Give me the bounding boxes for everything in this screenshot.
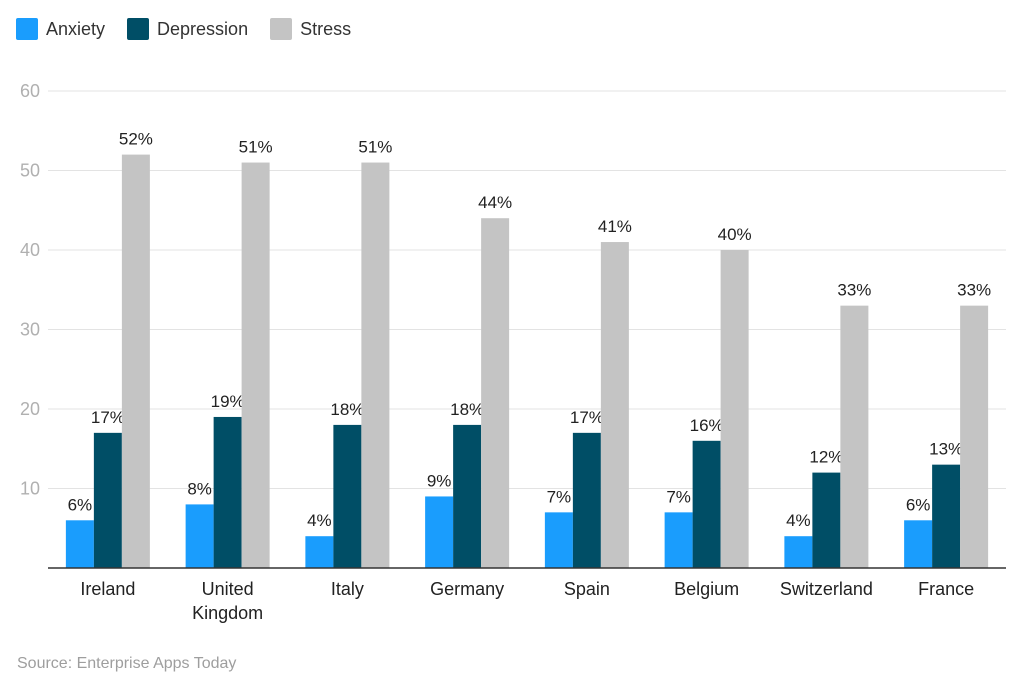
bar-stress xyxy=(960,305,989,568)
data-label: 7% xyxy=(666,487,691,506)
data-label: 40% xyxy=(718,225,752,244)
x-tick-label: Belgium xyxy=(674,579,739,599)
bar-anxiety xyxy=(904,520,933,568)
bar-stress xyxy=(121,154,150,568)
data-label: 12% xyxy=(809,448,843,467)
legend-swatch xyxy=(270,18,293,40)
data-label: 51% xyxy=(239,138,273,157)
legend-swatch xyxy=(16,18,38,40)
x-tick-label: Germany xyxy=(430,579,504,599)
data-label: 6% xyxy=(906,495,931,514)
bar-anxiety xyxy=(305,536,334,568)
legend-swatch xyxy=(127,18,150,40)
bar-depression xyxy=(812,472,841,568)
x-tick-label: France xyxy=(918,579,974,599)
y-tick-label: 30 xyxy=(20,320,40,340)
data-label: 33% xyxy=(957,281,991,300)
y-tick-label: 60 xyxy=(20,81,40,101)
bar-stress xyxy=(840,305,869,568)
data-label: 4% xyxy=(786,511,811,530)
data-label: 4% xyxy=(307,511,332,530)
legend-item-stress[interactable]: Stress xyxy=(270,18,351,40)
data-label: 44% xyxy=(478,193,512,212)
y-tick-label: 40 xyxy=(20,240,40,260)
bar-stress xyxy=(361,162,390,569)
bar-anxiety xyxy=(544,512,573,568)
data-label: 18% xyxy=(450,400,484,419)
bar-stress xyxy=(720,250,749,568)
data-label: 52% xyxy=(119,130,153,149)
bar-depression xyxy=(213,416,242,568)
bar-depression xyxy=(692,440,721,568)
data-label: 33% xyxy=(837,281,871,300)
bar-anxiety xyxy=(425,496,454,568)
legend-label: Stress xyxy=(300,18,352,39)
data-label: 19% xyxy=(211,392,245,411)
legend-label: Anxiety xyxy=(46,18,106,39)
bar-stress xyxy=(481,218,510,568)
x-tick-label: Kingdom xyxy=(192,603,263,623)
y-tick-label: 20 xyxy=(20,399,40,419)
y-tick-label: 50 xyxy=(20,161,40,181)
data-label: 51% xyxy=(358,138,392,157)
data-label: 8% xyxy=(187,479,212,498)
bar-depression xyxy=(932,464,961,568)
bar-anxiety xyxy=(185,504,214,568)
bar-depression xyxy=(93,432,122,568)
bar-stress xyxy=(241,162,270,569)
bar-stress xyxy=(600,242,629,569)
data-label: 6% xyxy=(68,495,93,514)
data-label: 18% xyxy=(330,400,364,419)
data-label: 17% xyxy=(570,408,604,427)
legend: Anxiety Depression Stress xyxy=(16,18,373,40)
data-label: 13% xyxy=(929,440,963,459)
y-tick-label: 10 xyxy=(20,479,40,499)
x-tick-label: United xyxy=(202,579,254,599)
legend-item-anxiety[interactable]: Anxiety xyxy=(16,18,105,40)
bar-anxiety xyxy=(65,520,94,568)
x-tick-label: Spain xyxy=(564,579,610,599)
x-tick-label: Switzerland xyxy=(780,579,873,599)
data-label: 16% xyxy=(690,416,724,435)
legend-item-depression[interactable]: Depression xyxy=(127,18,248,40)
bar-depression xyxy=(572,432,601,568)
data-label: 41% xyxy=(598,217,632,236)
source-note: Source: Enterprise Apps Today xyxy=(17,655,237,672)
legend-label: Depression xyxy=(157,18,249,39)
data-label: 7% xyxy=(547,487,572,506)
bar-depression xyxy=(333,424,362,568)
x-tick-label: Ireland xyxy=(80,579,135,599)
x-tick-label: Italy xyxy=(331,579,364,599)
bar-anxiety xyxy=(664,512,693,568)
data-label: 9% xyxy=(427,471,452,490)
bar-anxiety xyxy=(784,536,813,568)
data-label: 17% xyxy=(91,408,125,427)
bar-depression xyxy=(453,424,482,568)
